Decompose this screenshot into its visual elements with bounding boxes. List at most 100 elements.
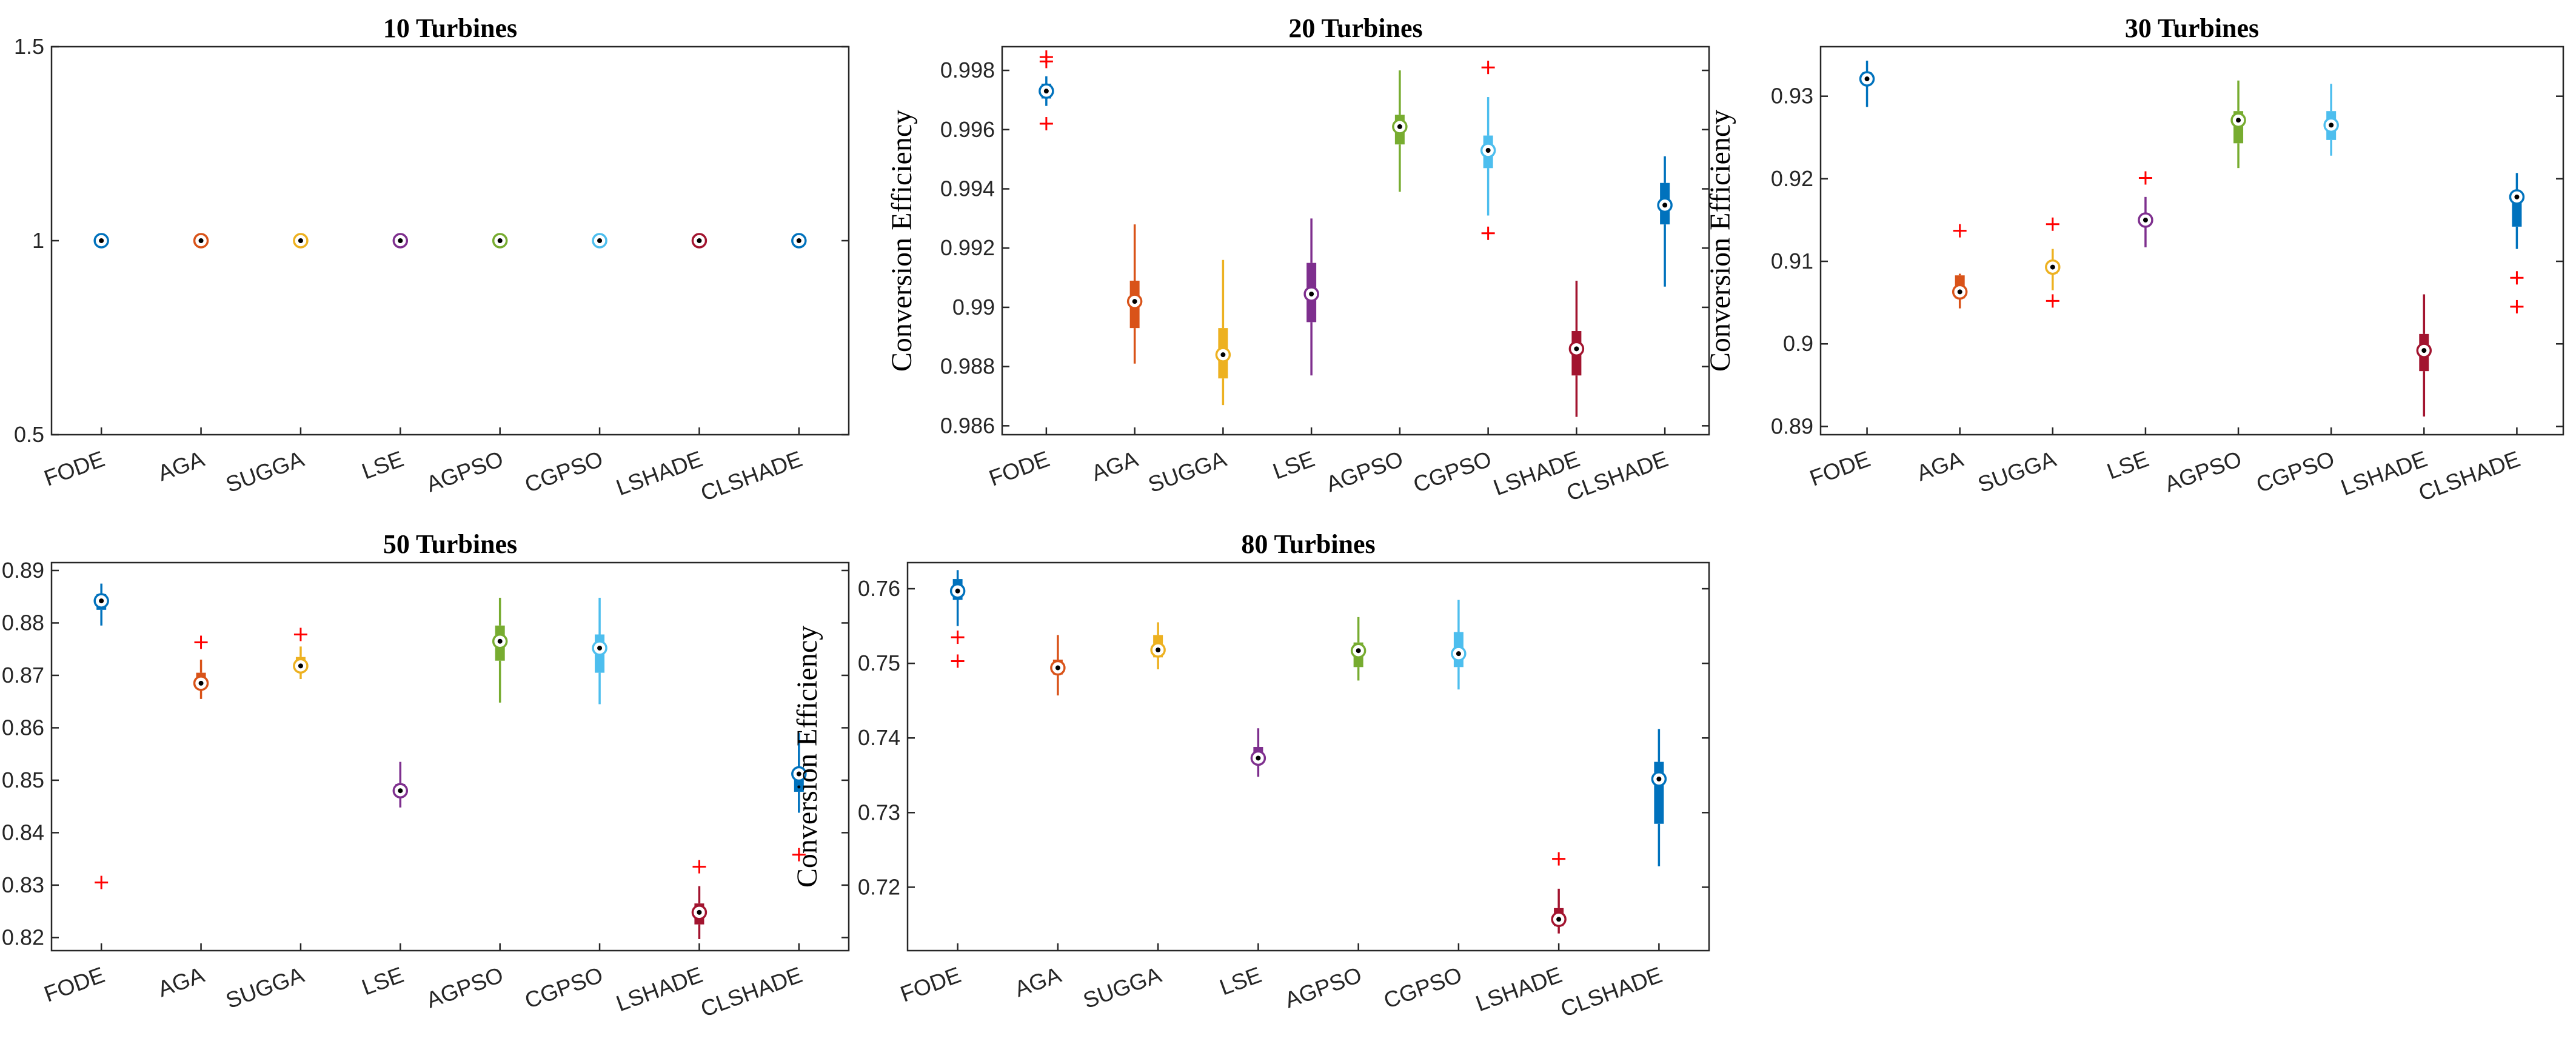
x-tick-label: LSHADE (613, 446, 706, 500)
box-agpso (1392, 70, 1408, 192)
y-tick-label: 0.89 (1771, 413, 1813, 438)
box-aga (1126, 224, 1143, 364)
y-tick-label: 0.92 (1771, 166, 1813, 191)
median-dot (99, 598, 104, 604)
chart-title: 10 Turbines (383, 13, 517, 43)
box-clshade (2509, 173, 2525, 313)
y-tick-label: 0.74 (858, 725, 900, 750)
x-tick-label: CGPSO (521, 962, 606, 1013)
chart-title: 30 Turbines (2125, 13, 2259, 43)
median-dot (2050, 264, 2055, 270)
x-tick-label: CGPSO (521, 446, 606, 497)
x-tick-label: FODE (41, 446, 108, 491)
x-tick-label: LSHADE (1473, 962, 1565, 1016)
median-dot (2143, 217, 2148, 223)
median-dot (497, 638, 503, 644)
y-tick-label: 0.998 (940, 58, 995, 82)
median-dot (1656, 776, 1662, 781)
y-tick-label: 0.83 (2, 872, 44, 897)
median-dot (796, 771, 801, 777)
median-dot (198, 238, 204, 243)
box-lshade (1568, 280, 1585, 417)
x-tick-label: SUGGA (1080, 962, 1165, 1013)
x-tick-label: LSHADE (613, 962, 706, 1016)
box-sugga (1150, 622, 1166, 669)
median-dot (597, 238, 603, 243)
box-fode (93, 583, 109, 889)
outlier-marker (2510, 299, 2524, 313)
box-clshade (791, 733, 807, 862)
median-dot (955, 588, 960, 594)
y-axis-label: Conversion Efficiency (791, 626, 823, 888)
x-tick-label: FODE (897, 962, 965, 1007)
box-agpso (2230, 80, 2246, 169)
median-dot (697, 238, 702, 243)
outlier-marker (1953, 224, 1967, 238)
median-dot (298, 238, 303, 243)
median-dot (99, 238, 104, 243)
x-tick-label: CLSHADE (1557, 962, 1665, 1022)
median-dot (597, 645, 603, 651)
x-tick-label: AGPSO (1323, 446, 1407, 497)
chart-title: 20 Turbines (1288, 13, 1422, 43)
y-tick-label: 0.82 (2, 925, 44, 949)
x-tick-label: FODE (41, 962, 108, 1007)
y-tick-label: 0.93 (1771, 84, 1813, 109)
median-dot (1055, 665, 1060, 671)
y-tick-label: 0.75 (858, 651, 900, 675)
box-sugga (293, 233, 309, 249)
x-tick-label: AGPSO (2161, 446, 2245, 497)
x-tick-label: LSE (1270, 446, 1318, 484)
median-dot (198, 680, 204, 686)
median-dot (2329, 122, 2334, 128)
subplot-4: 50 Turbines Conversion Efficiency 0.82 0.83… (2, 529, 850, 1022)
box-lse (2138, 171, 2153, 247)
x-tick-label: CGPSO (1380, 962, 1465, 1013)
median-dot (1957, 289, 1962, 295)
median-dot (796, 238, 801, 243)
median-dot (2236, 118, 2241, 123)
median-dot (1356, 648, 1361, 654)
y-axis-label: Conversion Efficiency (886, 110, 918, 372)
x-tick-label: CLSHADE (697, 962, 805, 1022)
y-tick-label: 0.5 (14, 422, 44, 447)
outlier-marker (792, 848, 806, 862)
outlier-marker (2046, 294, 2059, 308)
box-fode (1859, 61, 1875, 107)
y-tick-label: 0.84 (2, 820, 44, 845)
box-cgpso (2323, 84, 2339, 156)
y-tick-label: 0.99 (952, 295, 995, 320)
y-tick-label: 0.994 (940, 176, 995, 201)
y-tick-label: 0.9 (1783, 331, 1813, 356)
box-lse (392, 761, 409, 808)
box-cgpso (1480, 61, 1496, 240)
subplot-3: 30 Turbines Conversion Efficiency 0.89 0.9 0… (1704, 13, 2564, 506)
chart-title: 50 Turbines (383, 529, 517, 559)
box-sugga (2045, 217, 2061, 308)
x-tick-label: AGPSO (423, 962, 507, 1013)
median-dot (1256, 755, 1261, 761)
box-clshade (1657, 156, 1673, 287)
outlier-marker (2138, 171, 2152, 185)
x-tick-label: LSE (358, 446, 407, 484)
y-tick-label: 0.73 (858, 800, 900, 825)
y-tick-label: 0.86 (2, 715, 44, 740)
box-clshade (791, 233, 807, 249)
y-tick-label: 0.76 (858, 576, 900, 601)
outlier-marker (2510, 271, 2524, 285)
outlier-marker (951, 631, 965, 644)
y-tick-label: 0.986 (940, 413, 995, 438)
y-tick-label: 1 (32, 228, 44, 253)
median-dot (2421, 348, 2427, 353)
median-dot (398, 788, 403, 794)
outlier-marker (1552, 852, 1566, 866)
box-cgpso (1451, 600, 1467, 690)
box-sugga (293, 627, 309, 679)
chart-title: 80 Turbines (1241, 529, 1375, 559)
axes-frame (1819, 45, 2564, 436)
median-dot (2514, 194, 2520, 199)
x-tick-label: AGA (1011, 962, 1065, 1002)
outlier-marker (951, 654, 965, 668)
x-tick-label: CLSHADE (2415, 446, 2523, 506)
